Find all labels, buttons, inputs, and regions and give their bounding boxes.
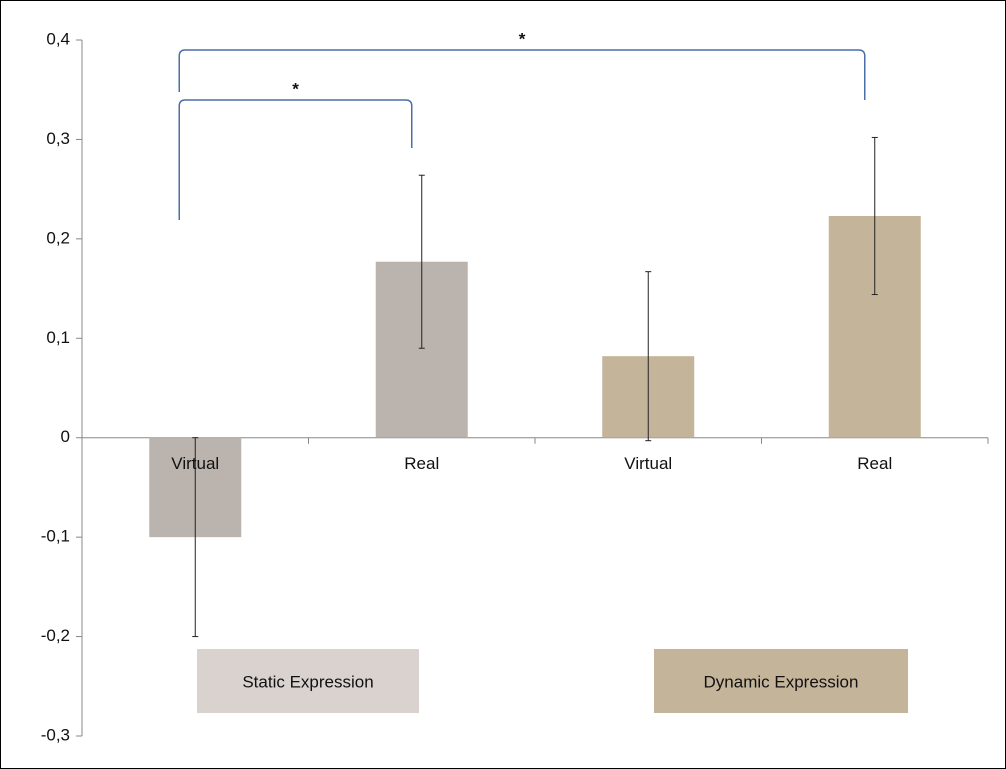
- y-tick-label: -0,3: [41, 725, 70, 744]
- y-tick-label: -0,1: [41, 527, 70, 546]
- x-tick-label: Real: [857, 454, 892, 473]
- x-tick-label: Virtual: [624, 454, 672, 473]
- y-tick-label: 0,4: [46, 29, 70, 48]
- y-tick-label: -0,2: [41, 626, 70, 645]
- x-tick-label: Virtual: [171, 454, 219, 473]
- significance-label: *: [292, 79, 299, 98]
- y-tick-label: 0,2: [46, 228, 70, 247]
- significance-bracket: [178, 99, 413, 220]
- legend-label: Dynamic Expression: [704, 672, 859, 691]
- y-tick-label: 0,3: [46, 129, 70, 148]
- y-tick-label: 0: [61, 427, 70, 446]
- legend-swatch: [197, 649, 419, 713]
- significance-label: *: [519, 29, 526, 48]
- y-tick-label: 0,1: [46, 328, 70, 347]
- x-tick-label: Real: [404, 454, 439, 473]
- legend-label: Static Expression: [242, 672, 373, 691]
- significance-bracket: [178, 49, 866, 100]
- legend-swatch: [654, 649, 908, 713]
